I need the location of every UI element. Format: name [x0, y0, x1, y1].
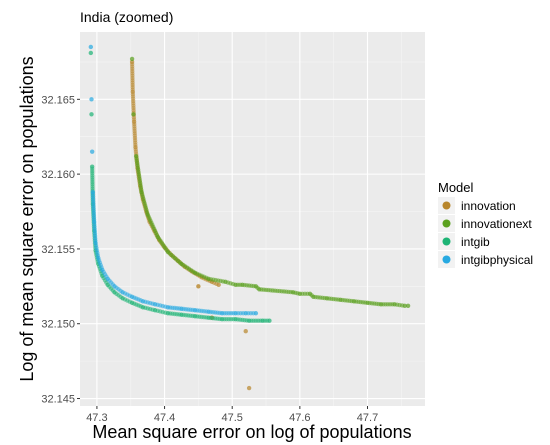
y-axis-ticks: 32.145 32.150 32.155 32.160 32.165 [41, 94, 80, 406]
data-point [405, 303, 411, 308]
x-tick-label: 47.3 [86, 412, 107, 424]
data-point [246, 385, 252, 391]
data-point [88, 50, 94, 56]
legend-swatch [442, 219, 451, 228]
x-tick-label: 47.7 [357, 412, 378, 424]
data-point [196, 284, 201, 289]
legend: Model innovation innovationext intgib intgi… [438, 180, 533, 268]
data-point [131, 112, 136, 117]
y-tick-label: 32.160 [41, 169, 75, 181]
x-tick-label: 47.5 [221, 412, 242, 424]
data-point [89, 149, 95, 154]
legend-label-intgib: intgib [461, 235, 490, 249]
grid-major [80, 32, 425, 406]
data-point [253, 311, 259, 316]
series-intgibphysical [88, 44, 259, 316]
data-point [89, 97, 94, 102]
legend-title: Model [438, 180, 474, 195]
legend-label-innovationext: innovationext [461, 217, 532, 231]
legend-label-intgibphysical: intgibphysical [461, 253, 533, 267]
y-tick-label: 32.155 [41, 244, 75, 256]
x-axis-title: Mean square error on log of populations [92, 422, 411, 442]
data-point [88, 44, 94, 50]
y-tick-label: 32.150 [41, 319, 75, 331]
x-axis-ticks: 47.3 47.4 47.5 47.6 47.7 [86, 406, 378, 424]
y-tick-label: 32.145 [41, 394, 75, 406]
legend-swatch [442, 255, 451, 264]
series-innovationext [129, 56, 411, 308]
data-point [89, 112, 94, 117]
data-point [243, 329, 248, 334]
y-axis-title: Log of mean square error on populations [17, 56, 37, 381]
data-points [88, 44, 411, 391]
x-tick-label: 47.6 [289, 412, 310, 424]
data-point [267, 318, 272, 323]
chart-title: India (zoomed) [80, 9, 173, 25]
data-point [402, 303, 407, 308]
data-point [129, 56, 135, 62]
x-tick-label: 47.4 [154, 412, 175, 424]
legend-swatch [442, 237, 451, 246]
legend-swatch [442, 201, 451, 210]
legend-label-innovation: innovation [461, 199, 516, 213]
y-tick-label: 32.165 [41, 94, 75, 106]
data-point [216, 282, 221, 288]
